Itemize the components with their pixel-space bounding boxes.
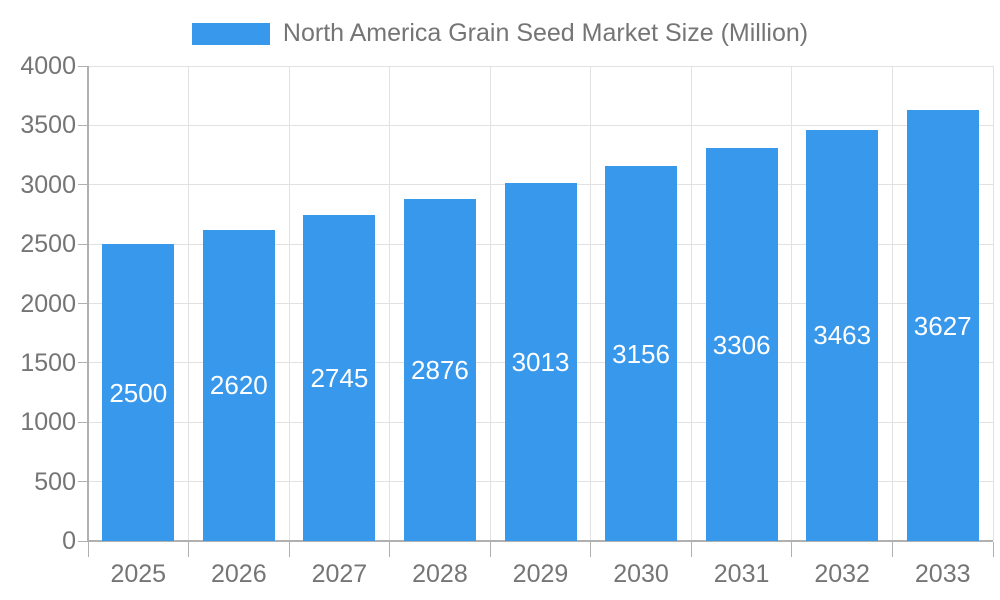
x-tick-label: 2031 (713, 560, 770, 588)
gridline-v (288, 66, 290, 541)
y-tick (78, 303, 88, 304)
x-tick (590, 542, 592, 557)
bar[interactable] (102, 244, 175, 541)
y-tick-label: 4000 (20, 52, 76, 80)
bar-value-label: 3306 (712, 329, 771, 360)
bar[interactable] (202, 229, 275, 541)
x-tick (791, 542, 793, 557)
y-tick-label: 3000 (20, 170, 76, 199)
legend[interactable]: North America Grain Seed Market Size (Mi… (0, 19, 1000, 48)
y-tick (78, 124, 88, 126)
x-tick-label: 2029 (512, 560, 569, 588)
bar[interactable] (403, 199, 476, 541)
plot-area: 0 500 1000 1500 2000 2500 3000 3500 4000 2500 2025… (20, 52, 994, 588)
x-tick (288, 542, 290, 557)
bar-value-label: 3627 (913, 310, 972, 341)
bar-value-label: 2500 (109, 377, 168, 408)
gridline-v (489, 66, 491, 541)
gridline-v (690, 66, 692, 541)
bar-value-label: 2876 (411, 355, 469, 386)
y-tick-label: 0 (62, 527, 76, 555)
y-tick (78, 243, 88, 245)
y-tick-label: 1000 (20, 408, 76, 437)
gridline-v (188, 66, 190, 541)
bar-value-label: 3156 (612, 338, 670, 369)
x-tick (87, 542, 89, 557)
y-tick-label: 2500 (20, 230, 76, 259)
x-tick-label: 2025 (110, 560, 167, 588)
bar[interactable] (605, 166, 678, 541)
y-tick-label: 3500 (20, 111, 76, 140)
y-tick (78, 362, 88, 364)
x-tick-label: 2028 (412, 560, 468, 588)
bar-value-label: 2745 (310, 363, 369, 394)
y-tick-label: 2000 (20, 289, 76, 318)
x-tick (489, 542, 491, 557)
bar-value-label: 3463 (813, 320, 872, 351)
y-tick (78, 421, 88, 423)
legend-swatch (191, 22, 270, 45)
bar[interactable] (705, 148, 778, 541)
y-tick (78, 65, 88, 67)
bar[interactable] (303, 215, 376, 541)
x-tick (992, 542, 994, 557)
gridline-v (389, 66, 391, 541)
x-tick-label: 2030 (613, 560, 669, 588)
bar[interactable] (806, 129, 879, 541)
bar[interactable] (906, 110, 979, 541)
x-tick-label: 2027 (311, 560, 368, 588)
bar-value-label: 2620 (209, 370, 268, 401)
x-axis-line (88, 540, 993, 542)
bar[interactable] (504, 183, 577, 541)
x-tick (891, 542, 893, 557)
x-tick-label: 2032 (814, 560, 870, 588)
y-tick-label: 1500 (20, 348, 76, 377)
y-tick (78, 540, 88, 542)
x-tick (690, 542, 692, 557)
bar-value-label: 3013 (511, 347, 570, 378)
y-tick-label: 500 (34, 467, 76, 496)
y-axis-line (87, 66, 89, 542)
x-tick-label: 2033 (914, 560, 971, 588)
legend-label: North America Grain Seed Market Size (Mi… (282, 19, 809, 47)
gridline-v (992, 66, 994, 541)
gridline-v (891, 66, 893, 541)
gridline-v (791, 66, 793, 541)
gridline-h (88, 65, 993, 67)
gridline-v (590, 66, 592, 541)
y-tick (78, 184, 88, 186)
x-tick-label: 2026 (211, 560, 267, 588)
x-tick (389, 542, 391, 557)
x-tick (188, 542, 190, 557)
y-tick (78, 481, 88, 483)
gridline-h (88, 124, 993, 126)
